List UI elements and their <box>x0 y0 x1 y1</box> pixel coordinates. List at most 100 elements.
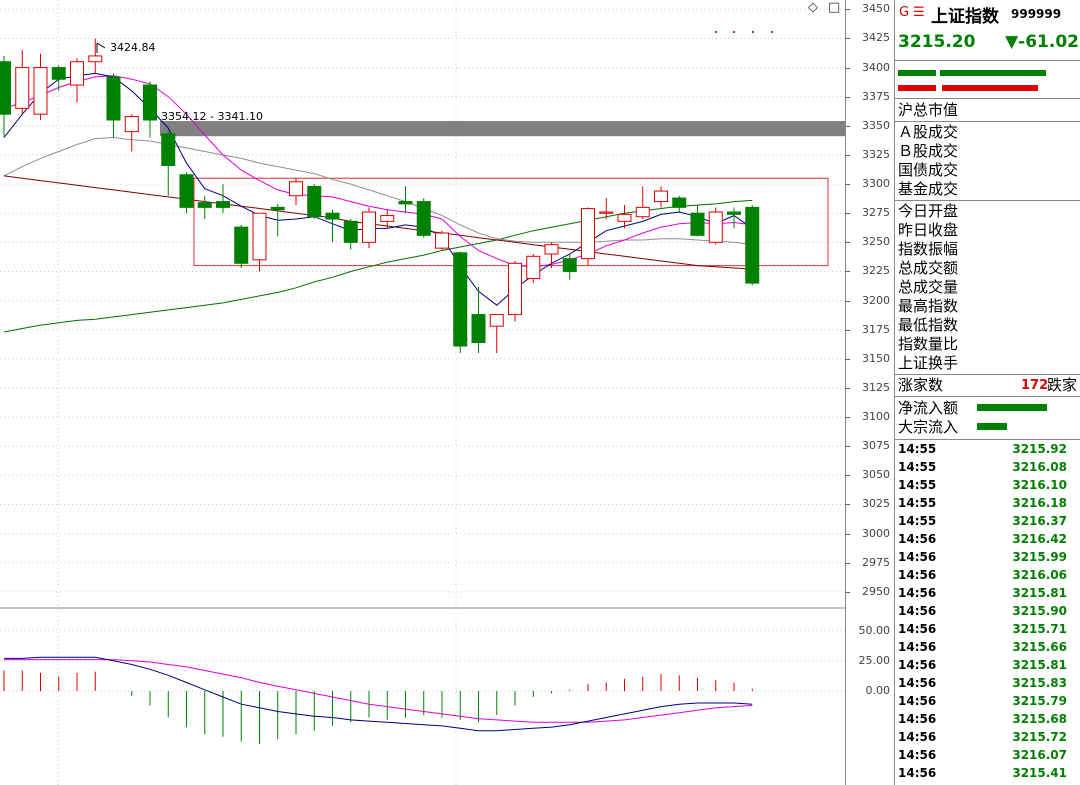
ask-bar-red <box>898 85 936 91</box>
tick-value: 3215.41 <box>1012 766 1067 780</box>
tick-value: 3215.68 <box>1012 712 1067 726</box>
chart-mode-square-icon[interactable]: □ <box>828 0 841 15</box>
tick-time: 14:56 <box>898 604 937 618</box>
tick-row: 14:56 3215.72 <box>895 730 1080 748</box>
chart-mode-diamond-icon[interactable]: ◇ <box>808 0 818 15</box>
candle-body <box>435 232 449 249</box>
label-low: 最低指数 <box>898 316 959 334</box>
price-axis-label: 3100 <box>862 410 890 424</box>
resistance-band <box>160 121 845 137</box>
axis-tick <box>846 154 850 156</box>
quote-panel: G ☰ 上证指数 999999 3215.20 ▼-61.02 沪总市值 Ａ股成… <box>894 0 1080 785</box>
tick-time: 14:56 <box>898 568 937 582</box>
price-axis-label: 3125 <box>862 380 890 394</box>
tick-list[interactable]: 14:55 3215.92 14:55 3216.08 14:55 3216.10 14:5… <box>895 440 1080 785</box>
candle-body <box>708 211 723 243</box>
price-axis-label: 3025 <box>862 497 890 511</box>
tick-value: 3215.66 <box>1012 640 1067 654</box>
resistance-range-annotation: 3354.12 - 3341.10 <box>161 110 263 123</box>
tick-time: 14:56 <box>898 640 937 654</box>
tick-value: 3215.81 <box>1012 586 1067 600</box>
tick-row: 14:56 3216.07 <box>895 748 1080 766</box>
tick-row: 14:56 3216.42 <box>895 532 1080 550</box>
candle-body <box>33 67 48 115</box>
axis-tick <box>846 591 850 593</box>
bid-bar-green-2 <box>940 70 1046 76</box>
tick-row: 14:55 3215.92 <box>895 442 1080 460</box>
label-turnover-rate: 上证换手 <box>898 354 959 372</box>
ma-trend-line <box>3 175 753 270</box>
tick-row: 14:56 3215.90 <box>895 604 1080 622</box>
price-axis-label: 3250 <box>862 235 890 249</box>
label-fund-turnover: 基金成交 <box>898 180 959 198</box>
axis-tick <box>846 417 850 419</box>
candle-body <box>453 252 468 347</box>
label-advancers: 涨家数 <box>898 376 944 394</box>
candle-body <box>197 202 212 208</box>
candlestick-chart[interactable] <box>0 0 845 785</box>
price-axis: 3450 3425 3400 3375 3350 3325 3300 3275 3250 3225… <box>845 0 896 785</box>
price-axis-label: 3175 <box>862 322 890 336</box>
indicator-axis-label: 25.00 <box>858 653 891 667</box>
tick-time: 14:56 <box>898 712 937 726</box>
label-block-inflow: 大宗流入 <box>898 418 959 436</box>
price-axis-label: 3450 <box>862 2 890 16</box>
tick-time: 14:56 <box>898 730 937 744</box>
candle-body <box>143 84 157 121</box>
tick-value: 3216.42 <box>1012 532 1067 546</box>
g-mark[interactable]: G <box>899 5 910 20</box>
label-net-inflow: 净流入额 <box>898 399 959 417</box>
axis-tick <box>846 184 850 186</box>
candle-body <box>252 212 267 261</box>
candle-body <box>526 255 541 279</box>
candle-body <box>325 212 340 220</box>
net-inflow-bar <box>977 404 1047 411</box>
candle-body <box>544 244 559 255</box>
pink-dots-marker <box>715 31 785 35</box>
axis-tick <box>846 67 850 69</box>
price-axis-label: 3300 <box>862 177 890 191</box>
candle-body <box>727 211 741 215</box>
price-axis-label: 3050 <box>862 468 890 482</box>
tick-value: 3216.07 <box>1012 748 1067 762</box>
tick-row: 14:56 3215.71 <box>895 622 1080 640</box>
axis-tick <box>846 96 850 98</box>
price-axis-label: 3325 <box>862 147 890 161</box>
axis-tick <box>846 329 850 331</box>
candle-body <box>88 55 103 63</box>
tick-time: 14:56 <box>898 748 937 762</box>
tick-time: 14:55 <box>898 442 937 456</box>
price-axis-label: 3275 <box>862 206 890 220</box>
price-axis-label: 3150 <box>862 351 890 365</box>
price-axis-label: 2975 <box>862 555 890 569</box>
indicator-axis-label: 0.00 <box>865 683 891 697</box>
tick-time: 14:55 <box>898 478 937 492</box>
candle-body <box>234 226 249 264</box>
price-change: ▼-61.02 <box>1005 32 1079 52</box>
axis-tick <box>846 504 850 506</box>
candle-body <box>398 201 413 205</box>
high-marker-arrow-icon <box>96 42 106 53</box>
tick-row: 14:56 3215.81 <box>895 586 1080 604</box>
kline-chart-area[interactable]: ◇ □ 3424.84 3354.12 - 3341.10 <box>0 0 845 785</box>
label-total-volume: 总成交量 <box>898 278 959 296</box>
price-axis-label: 3225 <box>862 264 890 278</box>
bid-bar-green <box>898 70 936 76</box>
tick-time: 14:56 <box>898 676 937 690</box>
candle-body <box>672 197 687 208</box>
axis-tick <box>846 358 850 360</box>
label-bond-turnover: 国债成交 <box>898 161 959 179</box>
candle-body <box>471 314 486 344</box>
menu-icon[interactable]: ☰ <box>913 5 925 20</box>
tick-value: 3215.90 <box>1012 604 1067 618</box>
tick-row: 14:56 3215.79 <box>895 694 1080 712</box>
candle-body <box>562 258 577 272</box>
index-code: 999999 <box>1011 7 1062 21</box>
tick-time: 14:55 <box>898 514 937 528</box>
ask-bar-red-2 <box>942 85 1038 91</box>
axis-tick <box>846 475 850 477</box>
axis-tick <box>846 446 850 448</box>
tick-value: 3216.18 <box>1012 496 1067 510</box>
tick-value: 3216.37 <box>1012 514 1067 528</box>
tick-value: 3216.08 <box>1012 460 1067 474</box>
